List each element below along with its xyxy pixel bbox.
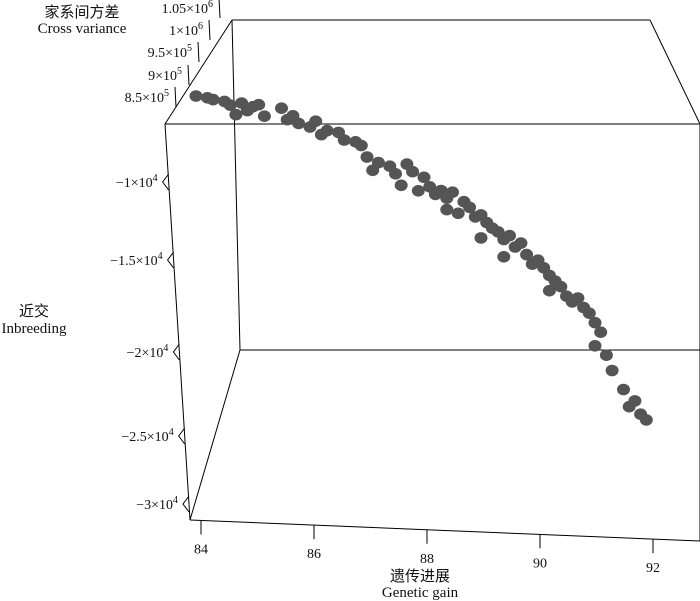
- x-tick-label: 86: [307, 547, 321, 562]
- x-tick-label: 84: [194, 542, 208, 557]
- data-point: [514, 237, 528, 249]
- data-point: [594, 326, 608, 339]
- data-point: [189, 90, 203, 102]
- z-tick-mark: [187, 64, 190, 86]
- y-tick-label: −1×104: [116, 173, 158, 191]
- z-tick-label: 1×106: [169, 21, 203, 39]
- x-tick-label: 90: [533, 556, 547, 571]
- y-tick-label: −2.5×104: [121, 427, 173, 445]
- z-axis: 8.5×105 9×105 9.5×105 1×106 1.05×106: [125, 0, 221, 108]
- data-point: [520, 248, 534, 261]
- z-axis-label-en: Cross variance: [38, 21, 127, 37]
- z-tick-label: 8.5×105: [125, 88, 169, 106]
- data-point: [309, 115, 323, 127]
- data-point: [411, 185, 425, 197]
- y-tick-label: −2×104: [127, 343, 169, 361]
- y-tick-mark: [182, 495, 190, 513]
- y-axis: −1×104 −1.5×104 −2×104 −2.5×104 −3×104: [110, 173, 190, 513]
- data-point: [617, 383, 630, 396]
- y-tick-mark: [172, 343, 180, 361]
- data-point: [252, 98, 266, 111]
- data-point: [599, 349, 613, 362]
- data-point: [366, 164, 380, 177]
- data-point: [463, 201, 477, 214]
- data-point: [571, 292, 585, 304]
- x-axis-label-cn: 遗传进展: [390, 568, 450, 585]
- z-axis-label-cn: 家系间方差: [44, 4, 119, 21]
- data-point: [314, 128, 328, 141]
- data-point: [588, 316, 602, 329]
- x-axis-label-en: Genetic gain: [382, 585, 459, 601]
- y-tick-mark: [162, 173, 170, 191]
- z-tick-mark: [208, 19, 211, 41]
- data-point: [497, 250, 511, 263]
- data-point: [229, 108, 243, 121]
- data-point: [440, 203, 454, 216]
- data-point: [474, 232, 488, 244]
- y-tick-label: −1.5×104: [110, 251, 162, 269]
- data-point: [206, 93, 220, 106]
- data-point: [337, 134, 351, 146]
- data-point: [360, 151, 374, 163]
- data-point: [628, 395, 642, 407]
- data-point: [639, 414, 653, 426]
- z-tick-label: 9×105: [148, 66, 182, 84]
- data-point: [446, 186, 459, 198]
- x-tick-label: 88: [420, 552, 434, 567]
- data-point: [503, 229, 516, 242]
- data-point: [417, 171, 431, 184]
- data-point: [275, 102, 288, 114]
- data-points: [189, 90, 653, 426]
- y-tick-mark: [166, 251, 174, 269]
- data-point: [394, 179, 408, 192]
- y-axis-label-en: Inbreeding: [2, 321, 67, 337]
- data-point: [223, 99, 237, 111]
- x-axis: 84 86 88 90 92: [194, 520, 660, 576]
- z-tick-mark: [174, 86, 177, 108]
- data-point: [542, 284, 556, 297]
- data-point: [389, 168, 402, 180]
- data-point: [406, 165, 420, 178]
- data-point: [354, 139, 368, 152]
- z-tick-label: 1.05×106: [162, 0, 213, 17]
- data-point: [605, 364, 619, 377]
- data-point: [451, 207, 465, 220]
- z-tick-label: 9.5×105: [148, 43, 192, 61]
- y-axis-label-cn: 近交: [19, 302, 49, 320]
- z-tick-mark: [197, 41, 200, 63]
- z-tick-mark: [218, 0, 221, 19]
- data-point: [257, 110, 271, 122]
- data-point: [582, 307, 596, 320]
- y-tick-label: −3×104: [136, 495, 178, 513]
- data-point: [286, 110, 300, 122]
- x-tick-label: 92: [646, 561, 660, 576]
- plot-box: [164, 19, 700, 542]
- data-point: [588, 340, 602, 352]
- data-point: [554, 280, 568, 293]
- y-tick-mark: [178, 427, 186, 445]
